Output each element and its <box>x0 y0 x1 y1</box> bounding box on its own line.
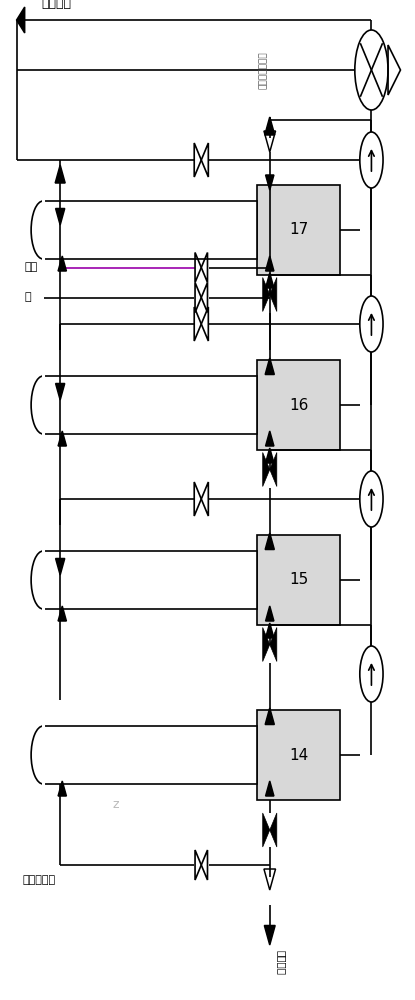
Polygon shape <box>270 813 277 847</box>
Polygon shape <box>17 7 25 33</box>
Polygon shape <box>266 781 274 796</box>
Polygon shape <box>58 256 66 271</box>
Polygon shape <box>266 623 274 638</box>
Bar <box>43 201 257 259</box>
Polygon shape <box>263 452 270 487</box>
Polygon shape <box>265 533 274 550</box>
Bar <box>257 360 340 450</box>
Bar <box>257 535 340 625</box>
Text: z: z <box>112 798 119 812</box>
Polygon shape <box>266 431 274 446</box>
Polygon shape <box>265 117 275 135</box>
Polygon shape <box>266 273 274 288</box>
Text: 16: 16 <box>289 397 308 412</box>
Text: 进入大气: 进入大气 <box>42 0 71 10</box>
Bar <box>43 551 257 609</box>
Text: 氯化氢尾气: 氯化氢尾气 <box>23 875 56 885</box>
Wedge shape <box>31 201 43 259</box>
Polygon shape <box>266 448 274 463</box>
Polygon shape <box>266 175 274 190</box>
Polygon shape <box>264 926 275 945</box>
Polygon shape <box>56 209 65 225</box>
Wedge shape <box>31 551 43 609</box>
Polygon shape <box>56 384 65 400</box>
Bar <box>43 376 257 434</box>
Polygon shape <box>265 708 274 724</box>
Text: 水: 水 <box>25 293 32 303</box>
Polygon shape <box>263 628 270 662</box>
Wedge shape <box>31 376 43 434</box>
Text: 进废水处理系统: 进废水处理系统 <box>259 51 268 89</box>
Text: 14: 14 <box>289 748 308 762</box>
Polygon shape <box>263 278 270 312</box>
Polygon shape <box>56 558 65 575</box>
Wedge shape <box>31 726 43 784</box>
Polygon shape <box>270 628 277 662</box>
Bar <box>257 185 340 275</box>
Text: 17: 17 <box>289 223 308 237</box>
Polygon shape <box>58 781 66 796</box>
Polygon shape <box>270 278 277 312</box>
Polygon shape <box>265 358 274 374</box>
Bar <box>43 726 257 784</box>
Text: 15: 15 <box>289 572 308 587</box>
Polygon shape <box>270 452 277 487</box>
Text: 回收盐酸: 回收盐酸 <box>276 950 286 975</box>
Polygon shape <box>58 431 66 446</box>
Polygon shape <box>266 606 274 621</box>
Text: 液碱: 液碱 <box>25 263 38 273</box>
Bar <box>257 710 340 800</box>
Polygon shape <box>263 813 270 847</box>
Polygon shape <box>266 256 274 271</box>
Polygon shape <box>58 606 66 621</box>
Polygon shape <box>55 165 65 183</box>
